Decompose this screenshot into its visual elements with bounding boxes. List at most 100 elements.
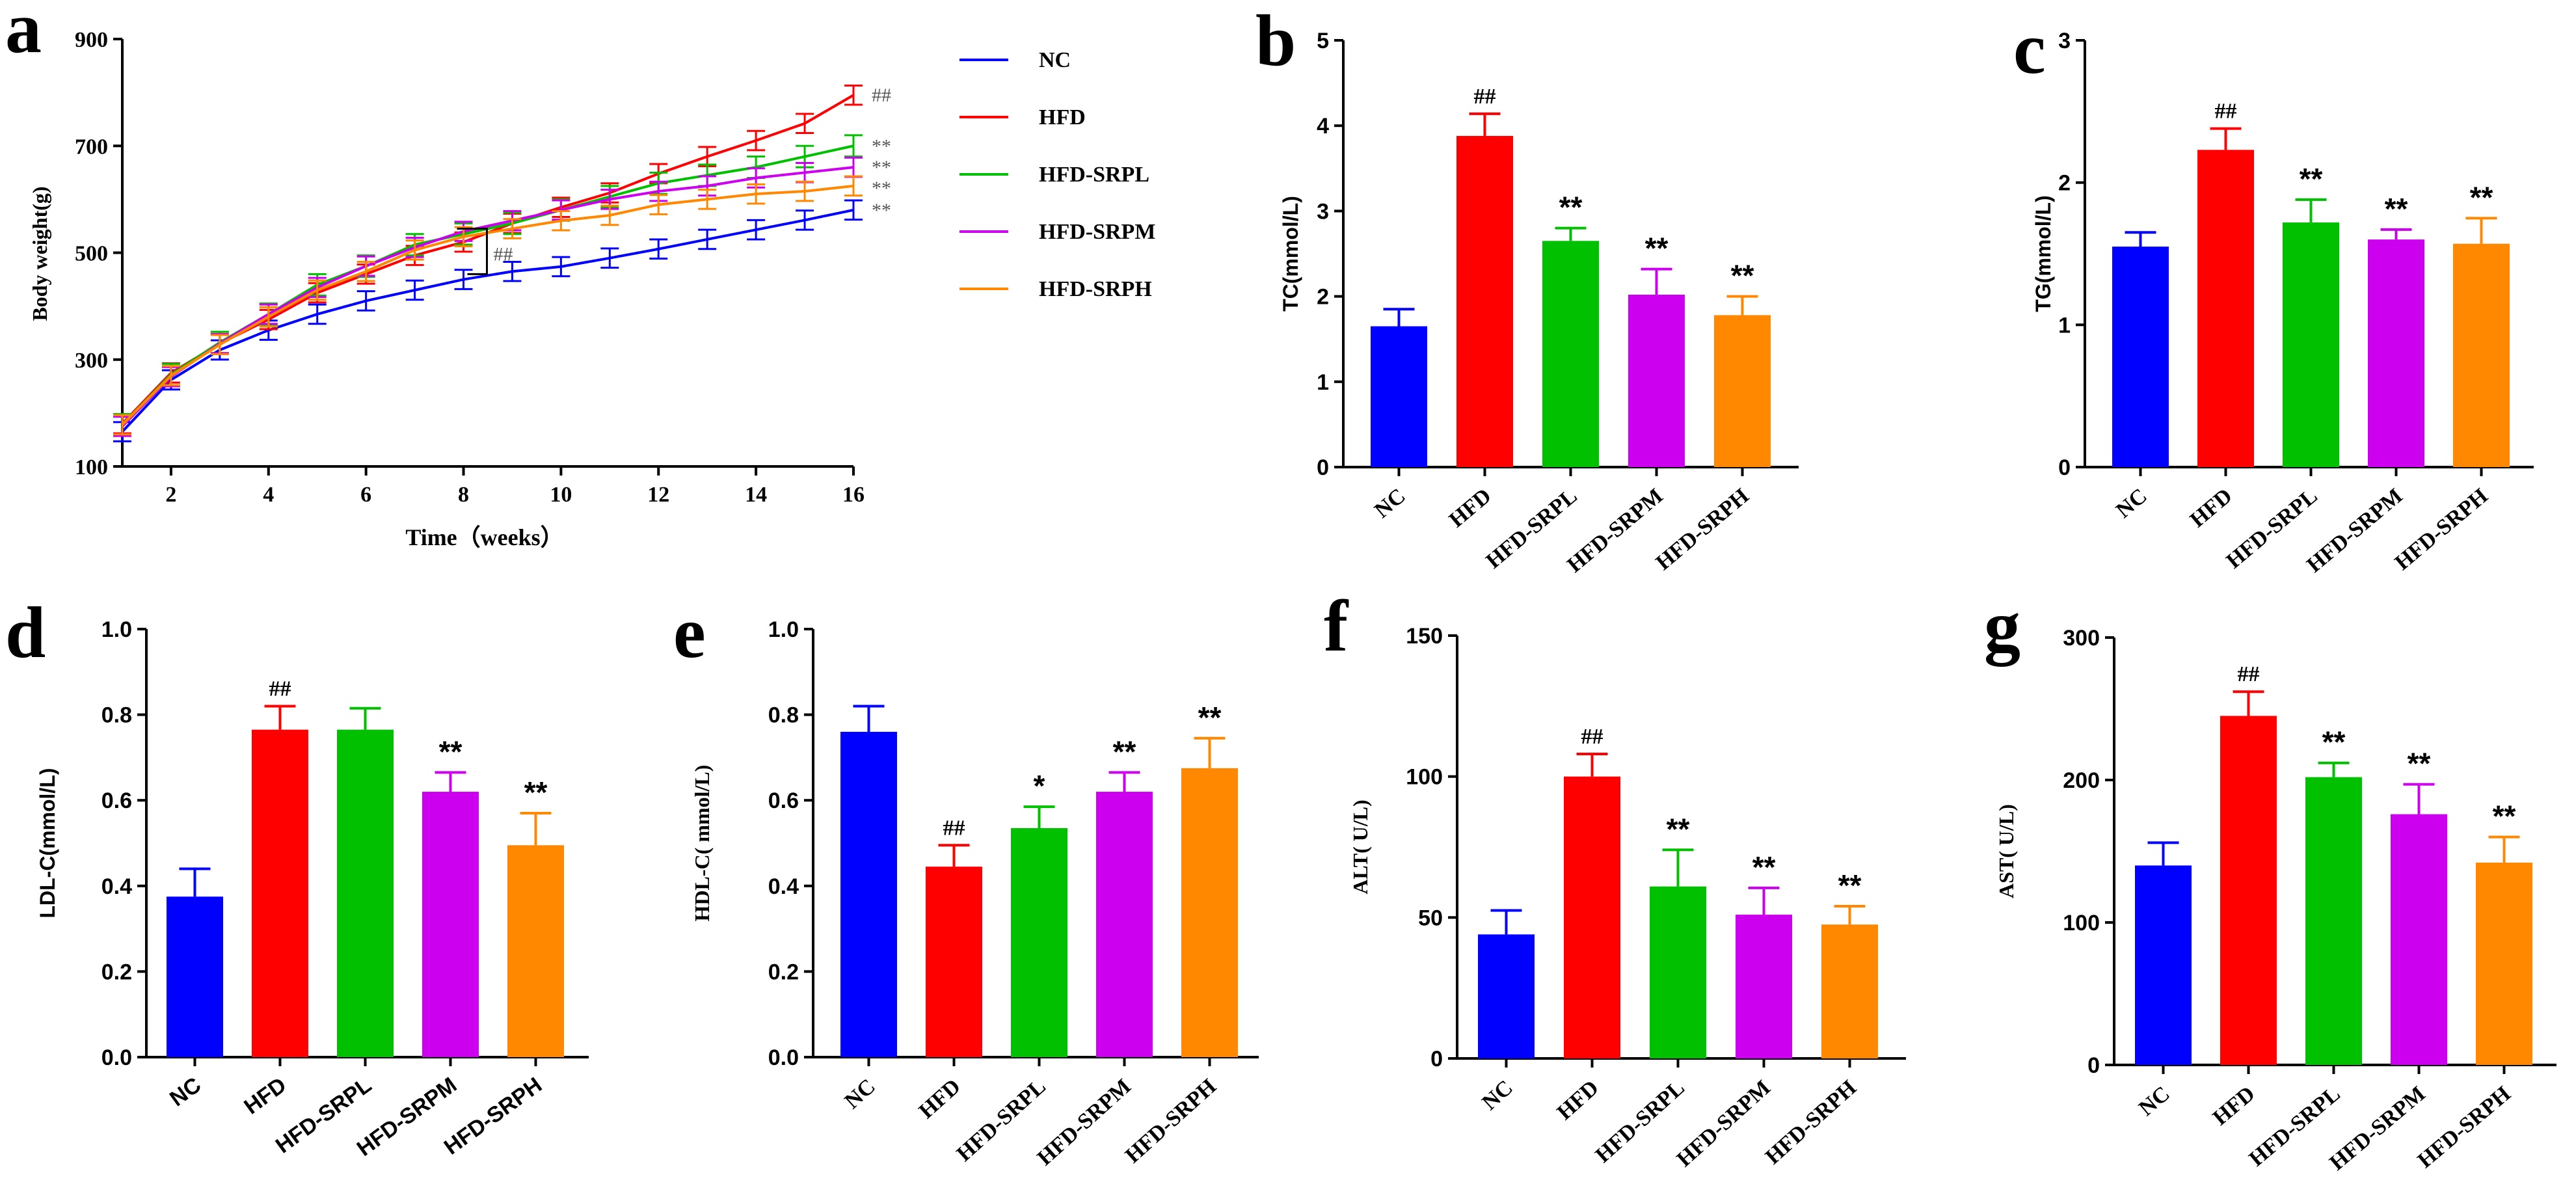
significance-label: ** <box>1113 734 1136 768</box>
bar-hfd-srph <box>507 845 564 1057</box>
x-tick-label: 14 <box>745 483 767 507</box>
bar-hfd-srpl <box>337 729 394 1057</box>
significance-label: ** <box>1731 259 1754 293</box>
y-tick-label: 0 <box>1317 455 1329 480</box>
x-tick-label: HFD-SRPH <box>2413 1082 2516 1173</box>
bar-hfd-srpl <box>1650 886 1706 1058</box>
bar-hfd-srpm <box>2391 814 2447 1065</box>
x-tick-label: 4 <box>263 483 274 507</box>
significance-label: ** <box>872 157 891 178</box>
bracket-label: ## <box>494 244 513 265</box>
significance-label: ** <box>2385 192 2408 226</box>
bar-nc <box>1371 326 1427 467</box>
y-tick-label: 5 <box>1317 29 1329 53</box>
y-tick-label: 0.8 <box>768 703 799 728</box>
bar-hfd-srph <box>1714 315 1771 467</box>
legend-label: HFD <box>1039 105 1086 129</box>
y-tick-label: 900 <box>75 28 108 52</box>
x-tick-label: HFD-SRPM <box>1033 1074 1136 1170</box>
panel-label-f: f <box>1324 586 1349 667</box>
y-tick-label: 200 <box>2063 768 2100 793</box>
x-tick-label: 8 <box>458 483 469 507</box>
y-axis-label: TC(mmol/L) <box>1279 196 1302 312</box>
y-axis-label: Body weight(g) <box>28 186 51 321</box>
significance-label: ## <box>269 677 291 701</box>
bar-hfd-srpm <box>1628 294 1685 467</box>
significance-label: ** <box>524 775 548 809</box>
legend: NC HFD HFD-SRPL HFD-SRPM HFD-SRPH <box>959 48 1155 301</box>
panel-label-b: b <box>1255 1 1296 81</box>
x-tick-label: HFD-SRPH <box>1121 1074 1221 1168</box>
y-tick-label: 500 <box>75 242 108 266</box>
legend-item-hfd: HFD <box>959 105 1086 129</box>
significance-label: * <box>1034 769 1045 803</box>
x-tick-label: HFD <box>2186 484 2237 532</box>
x-tick-label: 10 <box>550 483 572 507</box>
significance-label: ** <box>1559 191 1583 224</box>
y-tick-label: 0 <box>2058 455 2071 480</box>
bar-nc <box>1478 934 1535 1058</box>
y-tick-label: 0.0 <box>768 1045 799 1070</box>
significance-label: ** <box>439 734 463 768</box>
significance-label: ** <box>1667 812 1690 846</box>
x-tick-label: HFD <box>1445 484 1496 532</box>
series-nc <box>113 199 863 442</box>
x-tick-label: 12 <box>647 483 669 507</box>
ldl-c-bar-chart: 0.00.20.40.60.81.0LDL-C(mmol/L)NC##HFDHF… <box>36 617 589 1161</box>
body-weight-line-chart: 100 300 500 700 900 2 4 6 8 10 12 14 16 Body weight(g… <box>28 28 891 550</box>
significance-label: ## <box>2238 662 2260 686</box>
y-tick-label: 4 <box>1317 114 1329 139</box>
legend-item-hfd-srpm: HFD-SRPM <box>959 220 1155 244</box>
y-tick-label: 0.4 <box>768 874 799 899</box>
y-tick-label: 0 <box>1430 1047 1443 1071</box>
x-tick-label: HFD-SRPH <box>1761 1075 1861 1169</box>
y-tick-label: 0.0 <box>101 1045 132 1070</box>
y-tick-label: 0.6 <box>101 788 132 813</box>
y-tick-label: 1 <box>1317 370 1329 395</box>
bar-hfd-srpl <box>1011 827 1067 1057</box>
legend-label: HFD-SRPL <box>1039 163 1149 187</box>
significance-label: ## <box>1474 85 1496 109</box>
series-line-hfd-srph <box>121 184 854 426</box>
bar-hfd-srph <box>2453 243 2510 467</box>
significance-label: ** <box>2300 162 2323 196</box>
y-tick-label: 100 <box>2063 911 2100 935</box>
bar-hfd <box>252 729 308 1057</box>
x-tick-label: 2 <box>165 483 176 507</box>
x-tick-label: HFD-SRPH <box>2391 484 2493 575</box>
bar-nc <box>2112 247 2169 467</box>
legend-item-hfd-srph: HFD-SRPH <box>959 277 1152 301</box>
series-hfd-srph <box>113 175 863 436</box>
x-tick-label: HFD <box>1553 1075 1603 1125</box>
y-tick-label: 0 <box>2087 1053 2100 1078</box>
bar-hfd-srpm <box>1736 915 1792 1058</box>
significance-label: ## <box>1581 725 1603 749</box>
legend-label: HFD-SRPM <box>1039 220 1155 244</box>
bar-hfd <box>2220 716 2277 1065</box>
series-line-hfd-srpl <box>121 144 854 426</box>
significance-label: ## <box>943 816 965 840</box>
y-tick-label: 300 <box>2063 626 2100 651</box>
significance-label: ## <box>2215 100 2237 124</box>
significance-label: ** <box>872 178 891 199</box>
x-tick-label: NC <box>840 1074 880 1113</box>
series-line-hfd-srpm <box>121 166 854 427</box>
x-tick-label: 6 <box>360 483 371 507</box>
panel-label-e: e <box>673 593 706 673</box>
y-tick-label: 3 <box>2058 29 2071 53</box>
x-tick-label: HFD <box>915 1074 965 1123</box>
y-tick-label: 100 <box>75 455 108 479</box>
panel-label-g: g <box>1984 586 2020 667</box>
legend-item-hfd-srpl: HFD-SRPL <box>959 163 1149 187</box>
bar-hfd-srpl <box>2283 222 2339 467</box>
panel-label-a: a <box>5 0 42 68</box>
y-axis-label: HDL-C( mmol/L) <box>690 765 714 922</box>
y-axis-label: TG(mmol/L) <box>2032 195 2055 312</box>
y-tick-label: 1 <box>2058 313 2071 338</box>
legend-label: HFD-SRPH <box>1039 277 1152 301</box>
x-axis-label: Time（weeks） <box>405 524 563 550</box>
bar-hfd <box>1564 776 1620 1058</box>
x-tick-label: NC <box>1478 1075 1518 1114</box>
